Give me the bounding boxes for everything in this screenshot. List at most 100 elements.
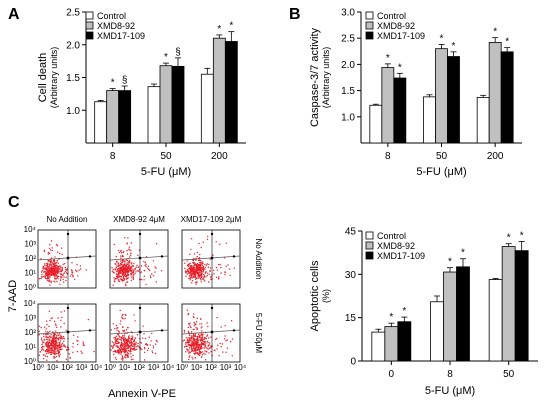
flow-event-dot bbox=[49, 336, 51, 338]
bar-control-8 bbox=[94, 101, 108, 144]
flow-event-dot bbox=[186, 341, 189, 344]
flow-event-dot bbox=[187, 271, 190, 273]
flow-event-dot bbox=[191, 356, 193, 358]
flow-event-dot bbox=[44, 331, 47, 333]
flow-y-tick-label: 10² bbox=[24, 254, 36, 263]
flow-event-dot bbox=[112, 323, 114, 325]
panel-label-b: B bbox=[289, 6, 301, 23]
flow-event-dot bbox=[200, 271, 202, 273]
bar-control-50 bbox=[147, 86, 161, 144]
flow-y-axis-title: 7-AAD bbox=[7, 280, 19, 312]
flow-event-dot bbox=[188, 351, 190, 353]
flow-event-dot bbox=[65, 329, 67, 331]
flow-column-header: XMD17-109 2μM bbox=[181, 215, 242, 224]
flow-event-dot bbox=[216, 316, 218, 319]
flow-event-dot bbox=[44, 264, 46, 266]
flow-event-dot bbox=[54, 343, 56, 346]
flow-event-dot bbox=[42, 275, 44, 278]
flow-event-dot bbox=[130, 268, 132, 270]
flow-event-dot bbox=[116, 345, 118, 347]
flow-event-dot bbox=[201, 334, 204, 336]
flow-event-dot bbox=[210, 346, 212, 348]
flow-event-dot bbox=[59, 340, 62, 342]
flow-event-dot bbox=[121, 343, 123, 345]
flow-event-dot bbox=[205, 347, 207, 349]
flow-event-dot bbox=[225, 242, 227, 244]
flow-event-dot bbox=[113, 337, 115, 339]
significance-marker: § bbox=[122, 75, 128, 86]
flow-plot-1-2 bbox=[109, 229, 169, 289]
legend-swatch-xmd17-109 bbox=[85, 31, 94, 40]
flow-event-dot bbox=[49, 243, 51, 246]
flow-event-dot bbox=[121, 341, 123, 343]
flow-event-dot bbox=[53, 332, 56, 335]
flow-event-dot bbox=[188, 356, 190, 358]
flow-event-dot bbox=[54, 353, 56, 355]
flow-event-dot bbox=[118, 347, 121, 350]
flow-event-dot bbox=[55, 324, 57, 327]
flow-event-dot bbox=[193, 336, 195, 338]
bar-xmd8-92-50 bbox=[435, 48, 448, 144]
flow-event-dot bbox=[199, 276, 201, 278]
flow-y-tick-label: 10⁴ bbox=[24, 225, 37, 234]
flow-y-tick-label: 10⁰ bbox=[24, 283, 36, 292]
flow-event-dot bbox=[195, 271, 197, 274]
flow-event-dot bbox=[56, 342, 58, 345]
flow-event-dot bbox=[56, 244, 59, 247]
flow-event-dot bbox=[233, 267, 235, 269]
y-tick-label: 2.0 bbox=[341, 60, 355, 71]
flow-event-dot bbox=[195, 343, 197, 346]
flow-event-dot bbox=[130, 242, 133, 244]
flow-event-dot bbox=[52, 337, 54, 340]
legend-label: XMD17-109 bbox=[97, 31, 145, 41]
legend-label: XMD17-109 bbox=[377, 31, 425, 41]
flow-event-dot bbox=[54, 262, 57, 265]
flow-event-dot bbox=[206, 274, 209, 277]
flow-event-dot bbox=[196, 328, 198, 331]
flow-event-dot bbox=[113, 243, 115, 246]
flow-event-dot bbox=[190, 248, 192, 251]
flow-event-dot bbox=[202, 267, 205, 269]
flow-event-dot bbox=[188, 352, 190, 354]
flow-event-dot bbox=[76, 350, 79, 353]
flow-event-dot bbox=[59, 283, 61, 285]
flow-event-dot bbox=[43, 326, 46, 328]
flow-event-dot bbox=[40, 271, 43, 273]
flow-event-dot bbox=[200, 333, 202, 335]
flow-event-dot bbox=[40, 277, 42, 280]
legend-swatch-control bbox=[365, 231, 374, 240]
flow-event-dot bbox=[64, 266, 67, 269]
flow-event-dot bbox=[112, 342, 115, 344]
flow-event-dot bbox=[52, 339, 55, 341]
y-tick-label: 1.5 bbox=[341, 86, 355, 97]
flow-event-dot bbox=[193, 347, 196, 349]
flow-event-dot bbox=[143, 275, 145, 277]
flow-event-dot bbox=[131, 276, 133, 278]
flow-event-dot bbox=[204, 268, 206, 270]
flow-event-dot bbox=[194, 276, 197, 278]
flow-event-dot bbox=[118, 264, 120, 267]
flow-event-dot bbox=[147, 347, 150, 350]
flow-event-dot bbox=[51, 261, 53, 263]
flow-event-dot bbox=[58, 252, 61, 255]
flow-event-dot bbox=[124, 347, 126, 349]
flow-event-dot bbox=[205, 337, 207, 340]
flow-event-dot bbox=[187, 337, 189, 339]
flow-event-dot bbox=[188, 349, 190, 351]
flow-event-dot bbox=[200, 343, 202, 345]
flow-event-dot bbox=[198, 333, 200, 335]
flow-event-dot bbox=[131, 338, 133, 341]
significance-marker: * bbox=[111, 78, 115, 89]
flow-event-dot bbox=[48, 247, 51, 250]
flow-event-dot bbox=[136, 334, 139, 336]
flow-event-dot bbox=[127, 343, 129, 346]
bar-xmd8-92-200 bbox=[212, 37, 226, 144]
flow-event-dot bbox=[197, 273, 199, 276]
flow-event-dot bbox=[65, 279, 67, 282]
flow-event-dot bbox=[54, 342, 56, 345]
flow-event-dot bbox=[143, 260, 145, 263]
flow-event-dot bbox=[53, 274, 56, 277]
flow-event-dot bbox=[201, 330, 203, 332]
flow-event-dot bbox=[66, 346, 69, 348]
flow-event-dot bbox=[56, 251, 59, 253]
